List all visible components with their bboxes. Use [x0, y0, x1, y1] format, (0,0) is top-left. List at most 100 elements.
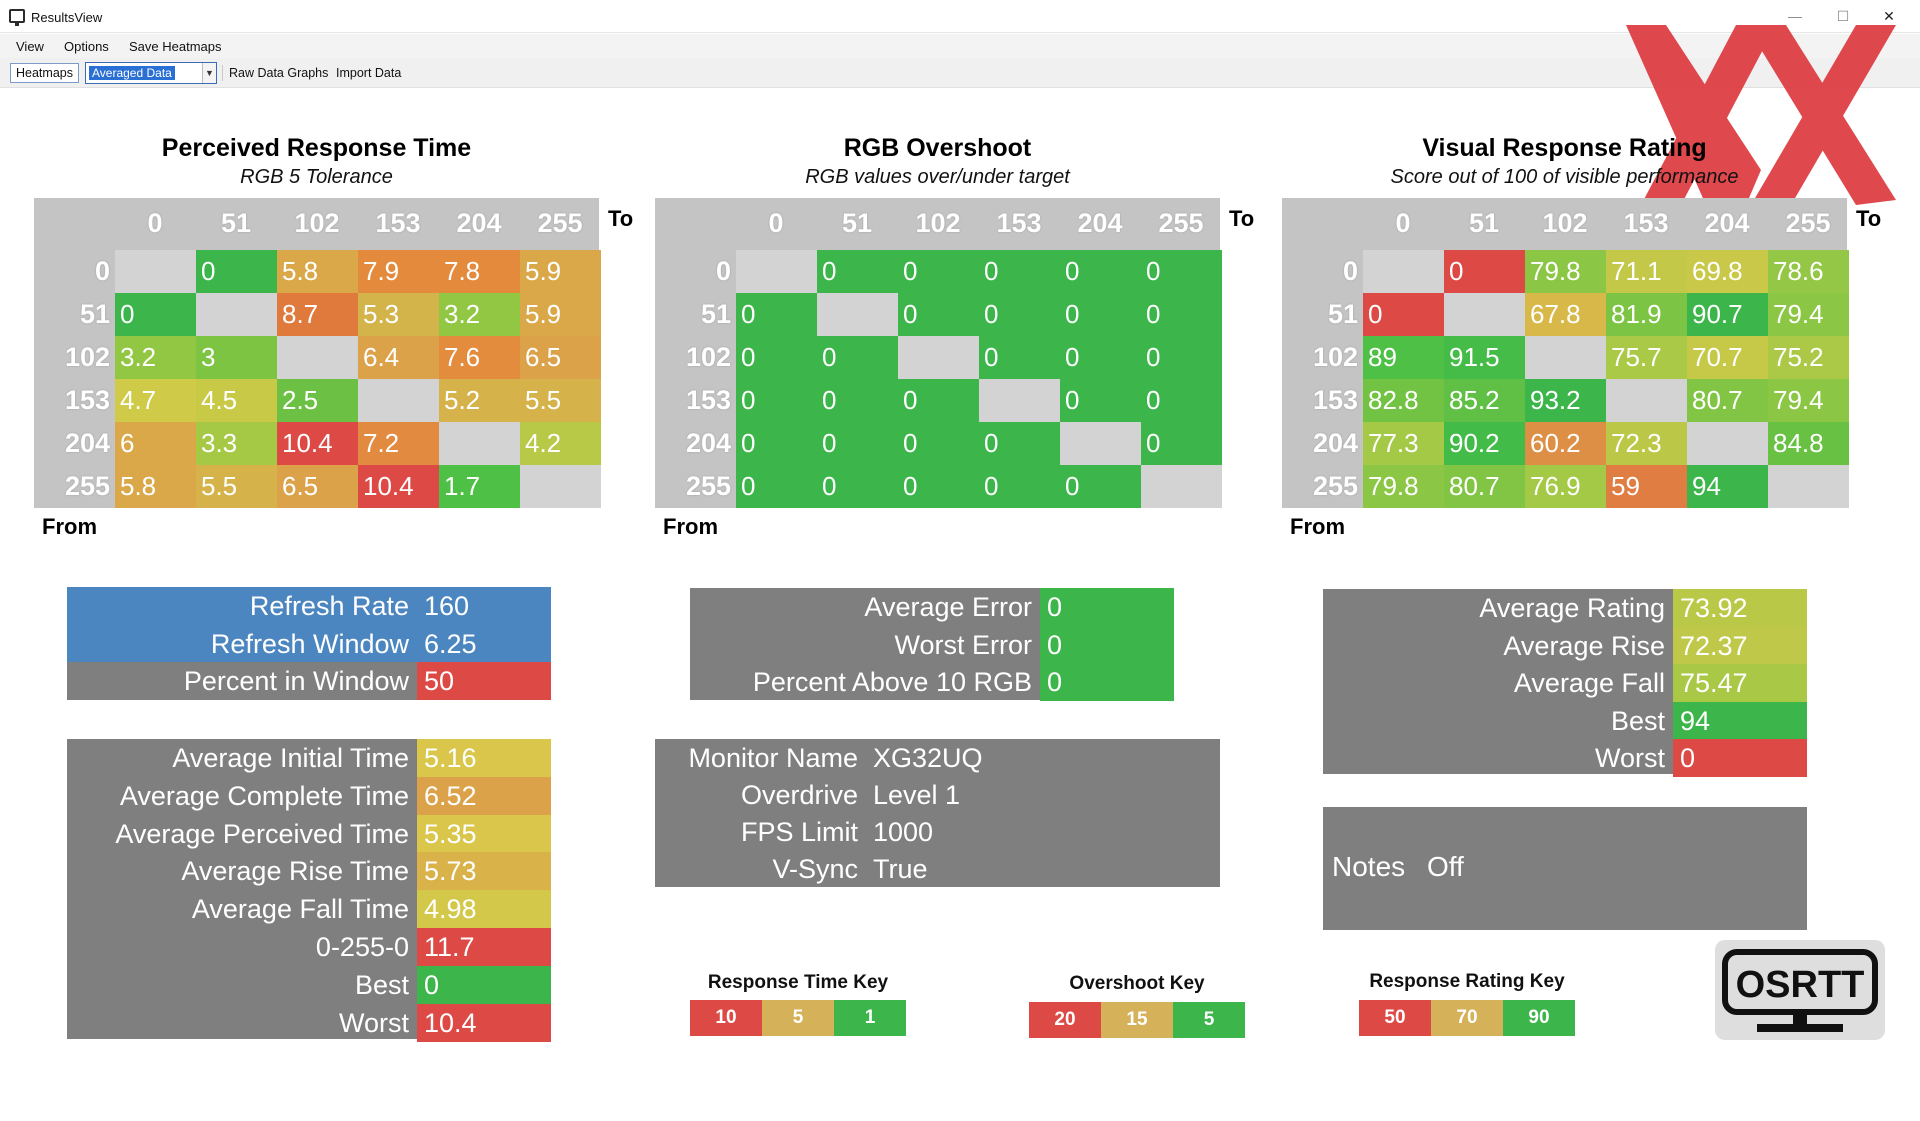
heatmap-cell: 0: [979, 422, 1060, 465]
heatmap-col-header: 0: [147, 208, 163, 238]
heatmaps-button[interactable]: Heatmaps: [10, 63, 79, 83]
heatmap-cell: 0: [1060, 293, 1141, 336]
key-swatch: 5: [1173, 1002, 1245, 1038]
heatmap-cell: 59: [1606, 465, 1687, 508]
heatmap-cell: 2.5: [277, 379, 358, 422]
stat-label: Worst Error: [894, 629, 1032, 660]
stat-row: Average Fall 75.47: [1323, 664, 1807, 702]
heatmap-col-header: 204: [1077, 208, 1123, 238]
stat-value: 0: [1040, 625, 1174, 664]
heatmap-cell: 5.9: [520, 293, 601, 336]
data-mode-select[interactable]: Averaged Data ▼: [85, 62, 217, 84]
stat-label: Average Initial Time: [172, 743, 409, 773]
stat-label: Average Error: [864, 592, 1032, 622]
stat-label: Average Complete Time: [119, 780, 409, 811]
menu-view[interactable]: View: [16, 39, 44, 54]
stat-row: Monitor Name XG32UQ: [655, 739, 1220, 777]
heatmap-cell: 4.5: [196, 379, 277, 422]
stat-row: Worst 10.4: [67, 1003, 551, 1042]
heatmap-cell: 0: [736, 465, 817, 508]
data-mode-value: Averaged Data: [89, 66, 175, 80]
heatmap-row-header: 0: [715, 256, 731, 286]
stat-value: 72.37: [1673, 626, 1807, 665]
key-swatch: 70: [1431, 1000, 1503, 1036]
heatmap-cell: 0: [817, 379, 898, 422]
heatmap-row-header: 0: [94, 256, 110, 286]
heatmap-cell: [439, 422, 520, 465]
heatmap-cell: [1363, 250, 1444, 293]
heatmap-grid: 0 51 102 153 204 255 0 0 0 0 0 0 51 0 0 0 0 0 102 0 0 0 0 0 153 0…: [655, 198, 1222, 508]
stat-label: Percent in Window: [183, 666, 409, 696]
heatmap-cell: 77.3: [1363, 422, 1444, 465]
key-swatch: 10: [690, 1000, 762, 1036]
key-swatch: 90: [1503, 1000, 1575, 1036]
heatmap-cell: 5.8: [115, 465, 196, 508]
toolbar: Heatmaps Averaged Data ▼ Raw Data Graphs…: [0, 58, 1920, 88]
heatmap-cell: 8.7: [277, 293, 358, 336]
heatmap-cell: 85.2: [1444, 379, 1525, 422]
stat-value: 0: [417, 965, 551, 1004]
stat-row: Average Complete Time 6.52: [67, 776, 551, 815]
chevron-down-icon[interactable]: ▼: [202, 63, 216, 83]
heatmap-cell: [277, 336, 358, 379]
stat-label: Best: [1610, 705, 1665, 736]
stat-row: Overdrive Level 1: [655, 776, 1220, 814]
key-title: Response Rating Key: [1369, 971, 1565, 992]
heatmap-cell: 5.5: [196, 465, 277, 508]
heatmap-row-header: 51: [700, 299, 731, 329]
stat-row: Percent Above 10 RGB 0: [690, 663, 1174, 701]
heatmap-cell: [520, 465, 601, 508]
stat-label: Average Rise: [1503, 630, 1665, 661]
rating-stats-panel: Average Rating 73.92 Average Rise 72.37 Aver…: [1323, 589, 1807, 777]
heatmap-col-header: 153: [996, 208, 1042, 238]
heatmap-cell: 0: [979, 293, 1060, 336]
stat-row: Best 0: [67, 965, 551, 1004]
heatmap-row-header: 153: [64, 385, 110, 415]
stat-row: Refresh Rate 160: [67, 587, 551, 625]
minimize-icon[interactable]: —: [1788, 8, 1802, 24]
stat-value: 6.52: [417, 776, 551, 815]
stat-row: Percent in Window 50: [67, 662, 551, 700]
heatmap-cell: 7.6: [439, 336, 520, 379]
heatmap-col-header: 102: [915, 208, 961, 238]
heatmap-col-header: 255: [1785, 208, 1831, 238]
stat-value: True: [873, 854, 928, 884]
key-swatch: 5: [762, 1000, 834, 1036]
stat-row: V-Sync True: [655, 850, 1220, 888]
heatmap-col-header: 153: [375, 208, 421, 238]
heatmap-grid: 0 51 102 153 204 255 0 0 79.8 71.1 69.8 78.6 51 0 67.8…: [1282, 198, 1849, 508]
maximize-icon[interactable]: ☐: [1836, 8, 1850, 24]
heatmap-cell: 7.8: [439, 250, 520, 293]
heatmap-cell: 71.1: [1606, 250, 1687, 293]
heatmap-to-label: To: [1856, 206, 1882, 231]
heatmap-cell: 5.8: [277, 250, 358, 293]
stat-value: 5.16: [417, 739, 551, 777]
stat-row: Average Rise 72.37: [1323, 626, 1807, 665]
menu-options[interactable]: Options: [64, 39, 109, 54]
notes-value: Off: [1427, 851, 1464, 882]
heatmap-cell: 0: [898, 422, 979, 465]
heatmap-col-header: 255: [1158, 208, 1204, 238]
heatmap-row-header: 255: [1312, 471, 1358, 501]
heatmap-col-header: 0: [768, 208, 784, 238]
raw-data-graphs-button[interactable]: Raw Data Graphs: [229, 66, 329, 80]
close-icon[interactable]: ✕: [1883, 8, 1895, 24]
heatmap-subtitle: RGB values over/under target: [805, 166, 1070, 188]
import-data-button[interactable]: Import Data: [336, 66, 402, 80]
heatmap-cell: 0: [898, 293, 979, 336]
heatmap-cell: 7.2: [358, 422, 439, 465]
stat-label: Refresh Window: [210, 628, 409, 659]
heatmap-cell: 69.8: [1687, 250, 1768, 293]
heatmap-col-header: 51: [841, 208, 873, 238]
heatmap-cell: 0: [817, 250, 898, 293]
stat-value: 5.35: [417, 814, 551, 853]
heatmap-cell: 80.7: [1444, 465, 1525, 508]
heatmap-title: Perceived Response Time: [161, 134, 472, 162]
heatmap-cell: 0: [736, 336, 817, 379]
heatmap-cell: 5.9: [520, 250, 601, 293]
menu-save-heatmaps[interactable]: Save Heatmaps: [129, 39, 222, 54]
heatmap-col-header: 0: [1395, 208, 1411, 238]
stat-label: FPS Limit: [740, 817, 858, 847]
heatmap-title: RGB Overshoot: [843, 134, 1032, 162]
heatmap-cell: 79.4: [1768, 379, 1849, 422]
